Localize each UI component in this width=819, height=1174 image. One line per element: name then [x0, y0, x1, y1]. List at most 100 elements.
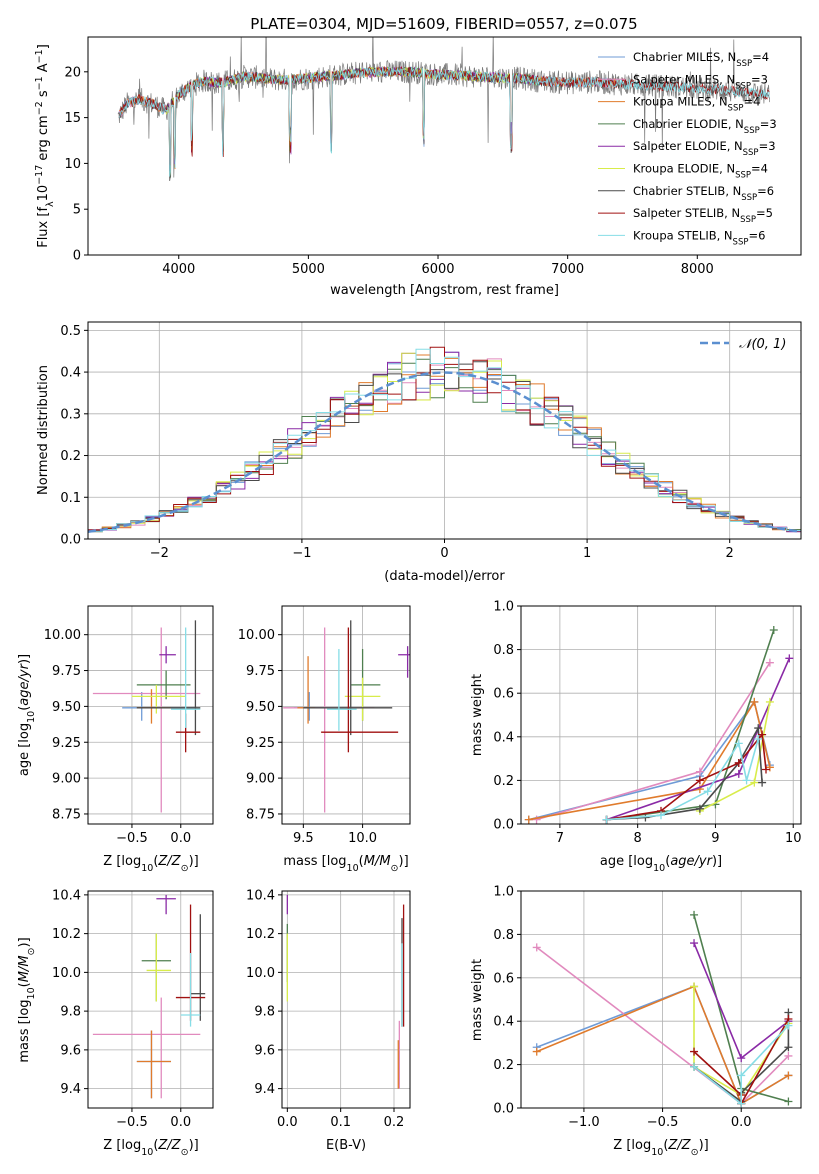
- y-tick-label: 10.2: [52, 927, 81, 942]
- y-tick-label: 0.1: [60, 491, 81, 506]
- y-tick-label: 8.75: [52, 807, 81, 822]
- x-tick-label: 10: [785, 831, 802, 846]
- x-tick-label: 7: [556, 831, 564, 846]
- label-part: (: [359, 854, 364, 869]
- y-tick-label: 10: [64, 157, 81, 172]
- weight-series-line: [606, 738, 759, 821]
- label-part: ⊙: [181, 1147, 189, 1158]
- label-part: (: [153, 1138, 158, 1153]
- label-part: (: [663, 1138, 668, 1153]
- weight-point-marker: [754, 734, 763, 743]
- weight-point-marker: [742, 776, 751, 785]
- x-tick-label: 0: [440, 546, 448, 561]
- label-part: )]: [17, 654, 32, 664]
- y-tick-label: 9.50: [246, 700, 275, 715]
- y-tick-label: 0.0: [493, 1102, 514, 1117]
- label-part: 10: [141, 1147, 153, 1158]
- y-tick-label: 9.50: [52, 700, 81, 715]
- weight-point-marker: [737, 1071, 746, 1080]
- plot-area: [283, 620, 410, 813]
- x-tick-label: 8: [634, 831, 642, 846]
- y-tick-label: 0.0: [60, 533, 81, 548]
- panel-mass_vs_Z: −0.5 0.0 9.4 9.6 9.8 10.0 10.2 10.4: [52, 888, 214, 1130]
- legend-sub: SSP: [744, 126, 760, 136]
- weight-point-marker: [532, 1047, 541, 1056]
- panel-age_vs_mass: 9.5 10.0 8.75 9.00 9.25 9.50 9.75 10.00: [238, 605, 411, 846]
- y-tick-label: 0.2: [493, 774, 514, 789]
- weight-point-marker: [784, 1021, 793, 1030]
- weight-point-marker: [657, 811, 665, 820]
- legend-count: =6: [748, 228, 765, 242]
- legend-count: =4: [743, 95, 760, 109]
- legend-sub: SSP: [728, 104, 744, 114]
- weight-series-line: [693, 1024, 789, 1106]
- weight-point-marker: [750, 697, 759, 706]
- x-tick-label: −0.5: [116, 1115, 148, 1130]
- label-part: age/yr: [670, 854, 713, 869]
- axes-frame: [281, 890, 411, 1109]
- weight-point-marker: [690, 982, 699, 991]
- label-part: )]: [712, 854, 722, 869]
- x-axis-label: E(B-V): [326, 1138, 366, 1153]
- y-tick-label: 0.6: [493, 971, 514, 986]
- panel-weight_vs_age: 7 8 9 10 0.0 0.2 0.4 0.6 0.8 1.0: [493, 600, 802, 846]
- label-part: (: [17, 982, 32, 987]
- weight-series-line: [536, 662, 771, 821]
- y-tick-label: 10.4: [246, 888, 275, 903]
- label-part: Z/Z: [157, 1138, 181, 1153]
- legend-entry: Salpeter STELIB, NSSP=5: [633, 206, 773, 225]
- weight-point-marker: [784, 1071, 793, 1080]
- y-tick-label: 0: [73, 249, 81, 264]
- label-part: age/yr: [17, 662, 32, 705]
- weight-point-marker: [532, 943, 541, 952]
- plot-area: [88, 346, 801, 533]
- weight-point-marker: [734, 769, 743, 778]
- legend-sub: SSP: [735, 81, 751, 91]
- legend-count: =6: [757, 184, 774, 198]
- x-tick-label: 6000: [421, 262, 454, 277]
- y-tick-label: 9.6: [60, 1043, 81, 1058]
- y-tick-label: 10.0: [246, 966, 275, 981]
- y-tick-label: 9.75: [52, 664, 81, 679]
- weight-point-marker: [785, 654, 794, 663]
- legend-sub: SSP: [743, 148, 759, 158]
- legend-entry: Kroupa ELODIE, NSSP=4: [633, 162, 768, 181]
- x-tick-label: 2: [726, 546, 734, 561]
- weight-point-marker: [758, 730, 767, 739]
- label-part: 10: [36, 185, 51, 202]
- label-part: −1: [34, 49, 45, 63]
- y-tick-label: 0.5: [60, 324, 81, 339]
- label-part: )]: [189, 854, 199, 869]
- label-part: −1: [34, 76, 45, 90]
- legend-sub: SSP: [736, 59, 752, 69]
- y-tick-label: 9.00: [246, 772, 275, 787]
- x-axis-label: age [log10(age/yr)]: [600, 854, 722, 874]
- x-tick-label: −0.5: [647, 1115, 679, 1130]
- label-part: 10: [651, 1147, 663, 1158]
- weight-point-marker: [737, 1099, 746, 1108]
- x-tick-label: 0.1: [330, 1115, 351, 1130]
- label-part: age [log: [600, 854, 653, 869]
- weight-point-marker: [765, 697, 774, 706]
- weight-point-marker: [690, 1047, 699, 1056]
- y-tick-label: 9.00: [52, 772, 81, 787]
- weight-point-marker: [769, 625, 778, 634]
- weight-point-marker: [695, 785, 704, 794]
- x-axis-label: (data-model)/error: [384, 569, 505, 584]
- normal-curve: [88, 371, 801, 533]
- x-axis-label: wavelength [Angstrom, rest frame]: [330, 283, 559, 298]
- legend-count: =4: [752, 50, 769, 64]
- weight-series-line: [606, 732, 767, 821]
- weight-point-marker: [734, 739, 743, 748]
- x-tick-label: 0.0: [170, 831, 191, 846]
- legend-entry: 𝒩(0, 1): [739, 337, 786, 352]
- plot-area: [524, 625, 794, 824]
- panel-spectrum: 4000 5000 6000 7000 8000 0 5 10 15 20: [64, 36, 802, 277]
- y-tick-label: 0.0: [493, 818, 514, 833]
- y-tick-label: 9.8: [60, 1005, 81, 1020]
- label-part: −17: [34, 165, 45, 185]
- spectrum-model-line: [118, 66, 770, 177]
- legend-sub: SSP: [741, 193, 757, 203]
- y-tick-label: 20: [64, 65, 81, 80]
